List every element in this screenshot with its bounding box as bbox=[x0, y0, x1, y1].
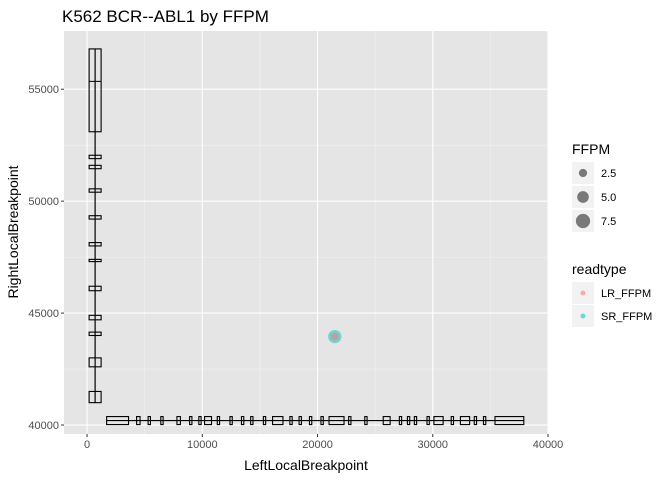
left-exon bbox=[216, 416, 221, 426]
left-exon bbox=[494, 416, 525, 426]
legend-color-label: SR_FFPM bbox=[601, 311, 652, 323]
right-exon bbox=[88, 164, 102, 170]
x-tick-label: 40000 bbox=[533, 439, 564, 451]
right-exon bbox=[88, 390, 102, 404]
exon-structures bbox=[88, 48, 525, 426]
left-exon bbox=[160, 416, 164, 426]
left-exon bbox=[433, 416, 444, 426]
y-axis-ticks: 40000 45000 50000 55000 bbox=[28, 84, 64, 432]
left-exon bbox=[320, 416, 324, 426]
legend-size-swatch bbox=[578, 168, 588, 178]
left-exon bbox=[482, 416, 487, 426]
left-exon bbox=[289, 416, 293, 426]
y-tick-label: 55000 bbox=[28, 84, 59, 96]
legend-size-label: 7.5 bbox=[601, 216, 616, 228]
right-exon bbox=[88, 258, 102, 263]
right-exon bbox=[88, 242, 102, 247]
plot-panel bbox=[64, 31, 548, 434]
left-exon bbox=[240, 416, 245, 426]
data-point-lr_ffpm bbox=[330, 332, 339, 341]
legend-size-label: 2.5 bbox=[601, 168, 616, 180]
x-tick-label: 10000 bbox=[187, 439, 218, 451]
left-exon bbox=[204, 416, 213, 426]
chart-title: K562 BCR--ABL1 by FFPM bbox=[62, 7, 269, 26]
left-exon bbox=[147, 416, 151, 426]
right-exon bbox=[88, 48, 102, 133]
x-tick-label: 30000 bbox=[417, 439, 448, 451]
left-exon bbox=[473, 416, 478, 426]
left-exon bbox=[198, 416, 202, 426]
left-exon bbox=[459, 416, 471, 426]
left-exon bbox=[348, 416, 352, 426]
minor-gridlines bbox=[64, 31, 548, 434]
left-exon bbox=[364, 416, 368, 426]
legend-color-entries: LR_FFPM SR_FFPM bbox=[572, 282, 652, 327]
x-axis-ticks: 0 10000 20000 30000 40000 bbox=[84, 434, 563, 451]
data-points bbox=[328, 329, 342, 344]
legend-size-title: FFPM bbox=[572, 141, 610, 157]
left-exon bbox=[250, 416, 254, 426]
right-exon bbox=[88, 188, 102, 193]
right-exon bbox=[88, 314, 102, 321]
left-exon bbox=[106, 416, 130, 426]
y-axis-title: RightLocalBreakpoint bbox=[5, 165, 21, 298]
legend-color-swatch bbox=[580, 313, 586, 319]
left-exon bbox=[298, 416, 302, 426]
left-exon bbox=[450, 416, 455, 426]
left-exon bbox=[136, 416, 141, 426]
legend-size-swatch bbox=[577, 191, 589, 203]
left-exon bbox=[262, 416, 267, 426]
legend-color-label: LR_FFPM bbox=[601, 288, 651, 300]
right-exon bbox=[88, 357, 102, 368]
left-exon bbox=[176, 416, 181, 426]
x-tick-label: 0 bbox=[84, 439, 90, 451]
left-exon bbox=[272, 416, 284, 426]
y-tick-label: 45000 bbox=[28, 308, 59, 320]
legend-size-swatch bbox=[575, 213, 591, 229]
legend: FFPM 2.5 5.0 7.5 readtype LR_FFPM SR_FFPM bbox=[572, 141, 652, 327]
right-exon bbox=[88, 215, 102, 220]
left-exon bbox=[328, 416, 345, 426]
y-tick-label: 40000 bbox=[28, 420, 59, 432]
left-exon bbox=[189, 416, 193, 426]
left-exon bbox=[382, 416, 391, 426]
left-exon bbox=[426, 416, 430, 426]
legend-size-entries: 2.5 5.0 7.5 bbox=[572, 162, 616, 232]
right-exon bbox=[88, 285, 102, 292]
y-tick-label: 50000 bbox=[28, 196, 59, 208]
legend-color-title: readtype bbox=[572, 261, 627, 277]
x-tick-label: 20000 bbox=[302, 439, 333, 451]
legend-color-swatch bbox=[580, 290, 586, 296]
legend-size-label: 5.0 bbox=[601, 192, 616, 204]
left-exon bbox=[406, 416, 411, 426]
left-exon bbox=[398, 416, 403, 426]
left-exon bbox=[308, 416, 313, 426]
right-exon bbox=[88, 154, 102, 160]
left-exon bbox=[229, 416, 233, 426]
right-exon bbox=[88, 331, 102, 337]
left-exon bbox=[413, 416, 418, 426]
x-axis-title: LeftLocalBreakpoint bbox=[244, 457, 368, 473]
